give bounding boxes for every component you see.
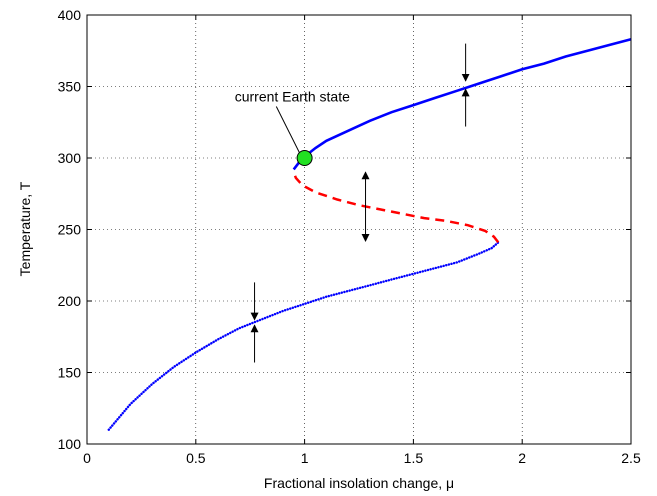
series-layer <box>107 38 632 431</box>
x-tick-label: 0 <box>83 450 91 466</box>
y-tick-label: 250 <box>58 222 82 238</box>
x-tick-label: 1 <box>301 450 309 466</box>
y-tick-label: 100 <box>58 436 82 452</box>
grid-lines <box>87 15 631 444</box>
annotation-label: current Earth state <box>235 89 350 105</box>
y-tick-label: 150 <box>58 365 82 381</box>
x-tick-label: 1.5 <box>404 450 424 466</box>
x-tick-label: 2.5 <box>621 450 641 466</box>
annotation-leader-line <box>275 106 301 154</box>
axis-ticks: 0 0.5 1 1.5 2 2.5 100 150 200 250 300 350 400 <box>58 7 641 466</box>
y-tick-label: 200 <box>58 293 82 309</box>
annotation-layer: current Earth state <box>235 89 350 166</box>
series-line-dotted <box>107 241 500 431</box>
x-tick-label: 2 <box>518 450 526 466</box>
series-line-solid <box>292 38 632 171</box>
y-axis-label: Temperature, T <box>17 181 33 276</box>
stability-arrows <box>250 43 470 363</box>
x-tick-label: 0.5 <box>186 450 206 466</box>
current-earth-state-marker <box>296 150 313 166</box>
y-tick-label: 300 <box>58 150 82 166</box>
y-tick-label: 400 <box>58 7 82 23</box>
series-line-dashed <box>292 171 500 244</box>
y-tick-label: 350 <box>58 79 82 95</box>
x-axis-label: Fractional insolation change, μ <box>264 475 454 491</box>
